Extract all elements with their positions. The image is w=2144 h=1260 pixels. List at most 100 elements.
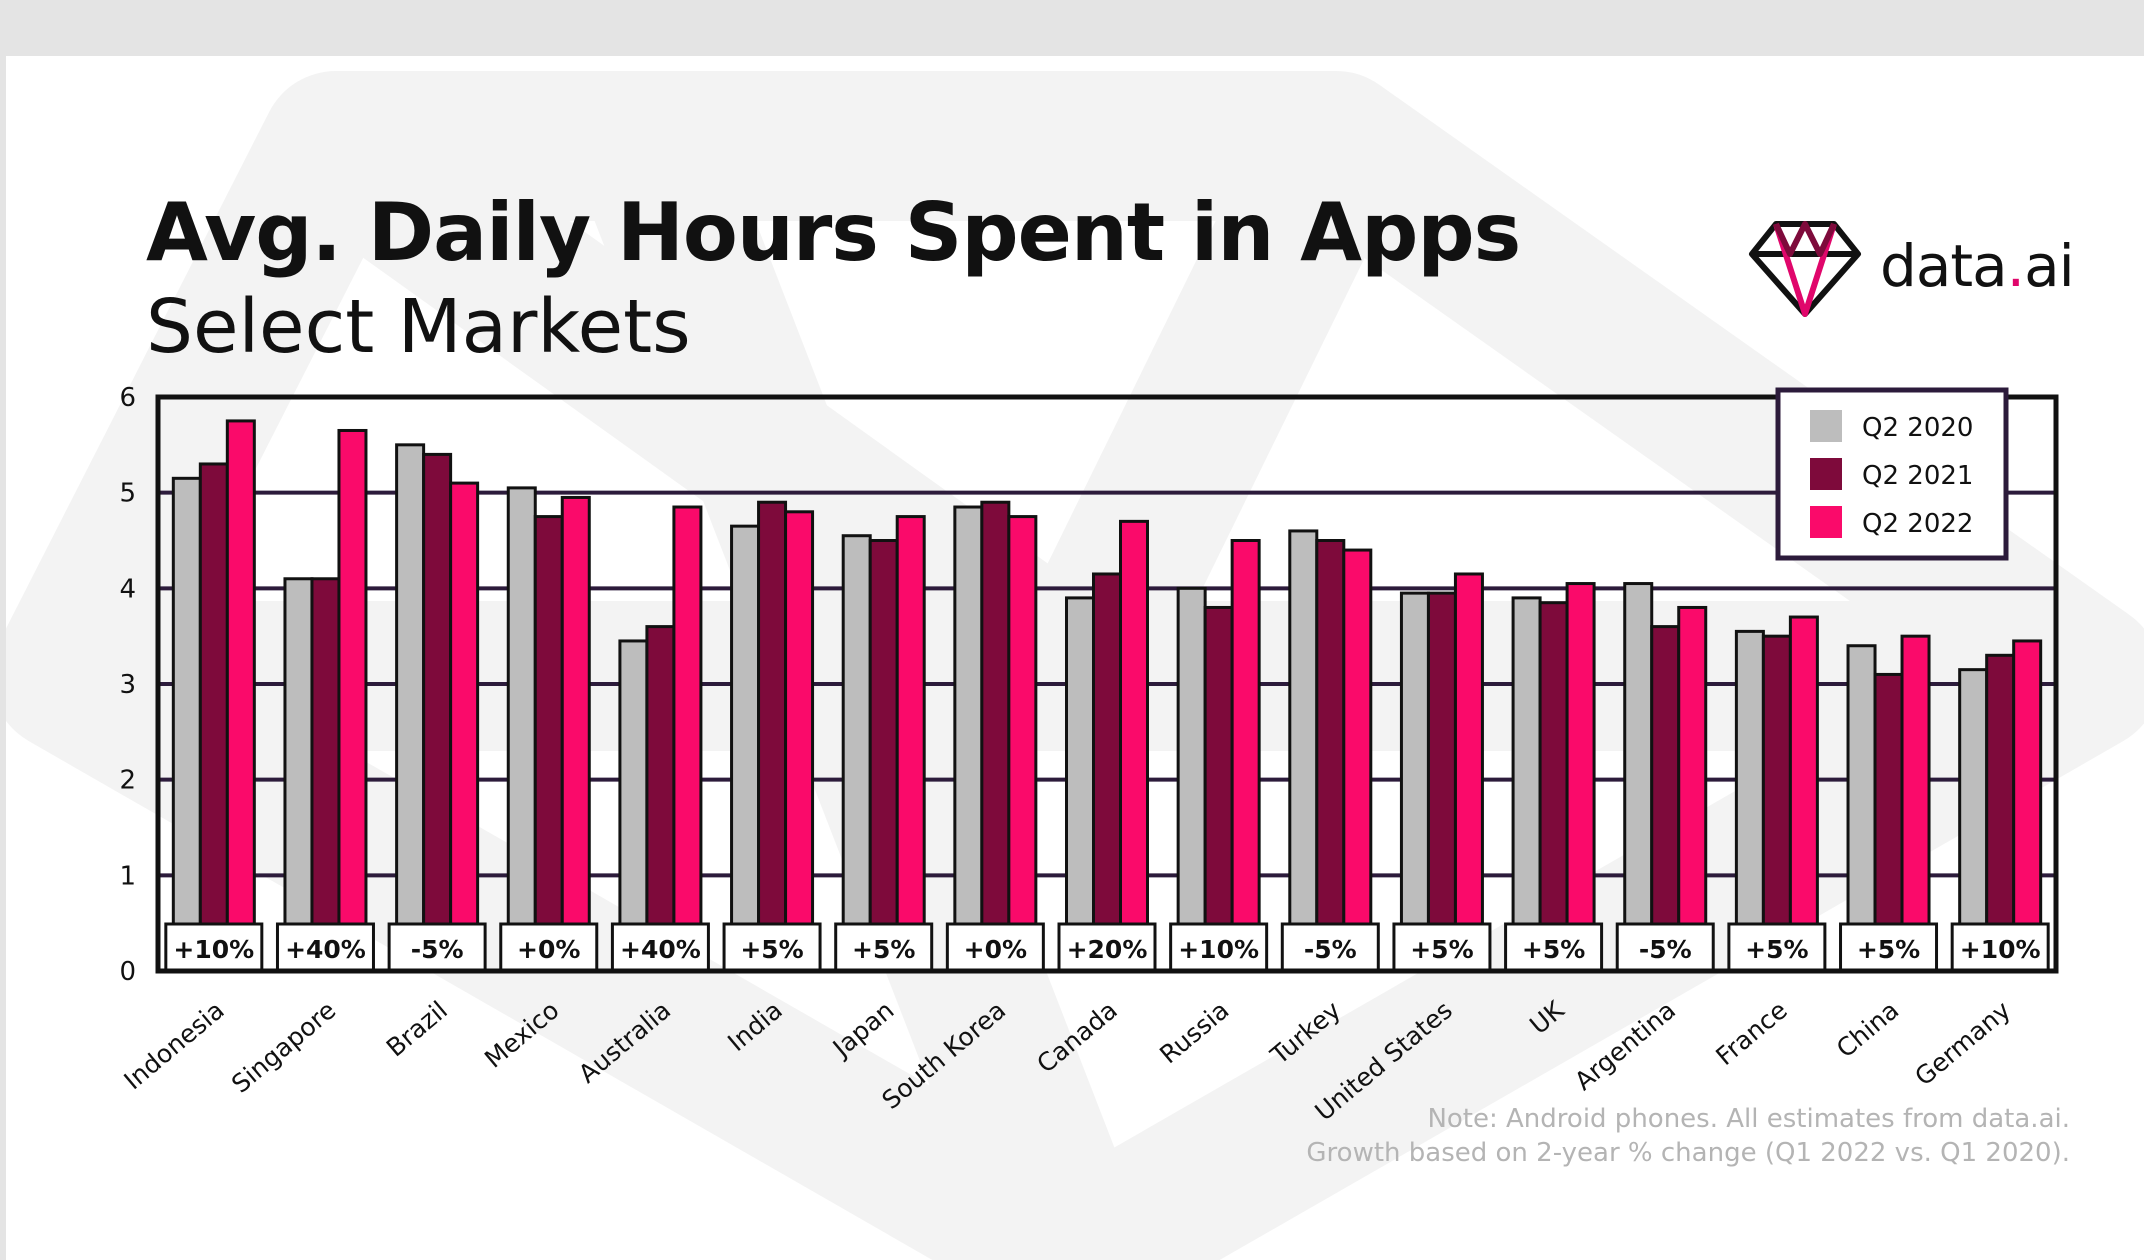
diamond-logo-icon	[1749, 221, 1861, 317]
bar	[533, 515, 564, 973]
x-tick-label: Indonesia	[118, 995, 229, 1095]
bar	[841, 534, 872, 973]
x-tick-label: Brazil	[381, 995, 453, 1062]
bar	[2012, 639, 2043, 973]
x-tick-label: Germany	[1909, 995, 2016, 1091]
bar	[310, 577, 341, 973]
legend-swatch	[1810, 410, 1842, 442]
growth-label: +5%	[1857, 935, 1920, 964]
y-tick-label: 0	[119, 957, 136, 987]
bar	[1288, 529, 1319, 973]
legend-swatch	[1810, 506, 1842, 538]
bar	[225, 419, 256, 973]
bar	[506, 486, 537, 973]
bar	[1065, 596, 1095, 973]
bar	[1958, 668, 1989, 973]
growth-label-box	[499, 922, 599, 974]
bar	[757, 500, 788, 973]
bar	[1761, 634, 1792, 973]
chart-subtitle: Select Markets	[146, 284, 691, 370]
growth-label-box	[722, 922, 822, 974]
legend-label: Q2 2021	[1862, 461, 1973, 491]
growth-label: -5%	[1304, 935, 1357, 964]
x-tick-label: India	[722, 995, 788, 1057]
y-tick-label: 1	[119, 861, 136, 891]
y-tick-label: 5	[119, 479, 136, 509]
bar	[1007, 515, 1038, 973]
x-tick-label: Argentina	[1569, 995, 1681, 1096]
bar	[953, 505, 984, 973]
growth-label: -5%	[411, 935, 464, 964]
chart-card: Avg. Daily Hours Spent in Apps Select Ma…	[6, 56, 2144, 1260]
bar	[1315, 539, 1346, 973]
bar	[1511, 596, 1542, 973]
bar	[895, 515, 926, 973]
x-tick-label: Japan	[826, 995, 900, 1063]
brand-logo: data.ai	[1746, 218, 2076, 328]
growth-label-box	[1950, 922, 2050, 974]
bar	[672, 505, 703, 973]
growth-label: +40%	[285, 935, 366, 964]
growth-label-box	[1727, 922, 1827, 974]
x-tick-label: South Korea	[877, 995, 1012, 1115]
growth-label-box	[387, 922, 487, 974]
note-line-1: Note: Android phones. All estimates from…	[1427, 1104, 2070, 1134]
plot-frame	[155, 394, 2059, 974]
bar	[422, 452, 453, 973]
bar	[1565, 582, 1596, 973]
bar	[1119, 519, 1149, 973]
x-tick-label: Canada	[1031, 995, 1123, 1078]
bar	[1900, 634, 1931, 973]
bar	[980, 500, 1011, 973]
growth-label-box	[1392, 922, 1492, 974]
bar	[1453, 572, 1484, 973]
chart-title: Avg. Daily Hours Spent in Apps	[146, 186, 1521, 279]
x-tick-label: China	[1831, 995, 1904, 1063]
bar	[449, 481, 480, 973]
growth-label: +10%	[173, 935, 254, 964]
legend-label: Q2 2020	[1862, 413, 1973, 443]
growth-label-box	[834, 922, 934, 974]
bar	[1092, 572, 1122, 973]
bar	[198, 462, 229, 973]
bar	[1342, 548, 1373, 973]
brand-wordmark: data.ai	[1880, 232, 2075, 300]
bar	[1538, 601, 1569, 973]
x-tick-label: Turkey	[1264, 995, 1346, 1070]
growth-label-box	[1615, 922, 1715, 974]
growth-label: +5%	[1522, 935, 1585, 964]
bar	[645, 625, 676, 973]
bar	[560, 495, 591, 973]
growth-label: +40%	[620, 935, 701, 964]
bar	[1426, 591, 1457, 973]
growth-label: +5%	[1410, 935, 1473, 964]
growth-label-box	[610, 922, 710, 974]
bar	[283, 577, 314, 973]
bar	[1176, 586, 1207, 973]
bar	[868, 539, 899, 973]
growth-label-box	[1280, 922, 1380, 974]
bar	[1734, 629, 1765, 973]
y-tick-label: 3	[119, 670, 136, 700]
x-tick-label: UK	[1524, 995, 1570, 1040]
bar	[1677, 605, 1708, 973]
growth-label: +10%	[1178, 935, 1259, 964]
chart-note: Note: Android phones. All estimates from…	[1306, 1102, 2070, 1170]
growth-label-box	[1504, 922, 1604, 974]
y-tick-label: 2	[119, 766, 136, 796]
growth-label: +5%	[740, 935, 803, 964]
legend-swatch	[1810, 458, 1842, 490]
bar-chart: 0 1 2 3 4 5 6 +10% Indonesia +40% Singapore -5% Braz…	[118, 383, 2059, 1126]
growth-label-box	[1169, 922, 1269, 974]
y-tick-label: 4	[119, 574, 136, 604]
growth-label: -5%	[1639, 935, 1692, 964]
bar	[1399, 591, 1430, 973]
x-tick-label: Singapore	[226, 995, 341, 1098]
growth-label: +10%	[1960, 935, 2041, 964]
bar	[1650, 625, 1681, 973]
bar	[730, 524, 761, 973]
bar	[1788, 615, 1819, 973]
x-tick-label: Mexico	[479, 995, 565, 1073]
y-tick-label: 6	[119, 383, 136, 413]
note-line-2: Growth based on 2-year % change (Q1 2022…	[1306, 1138, 2070, 1168]
